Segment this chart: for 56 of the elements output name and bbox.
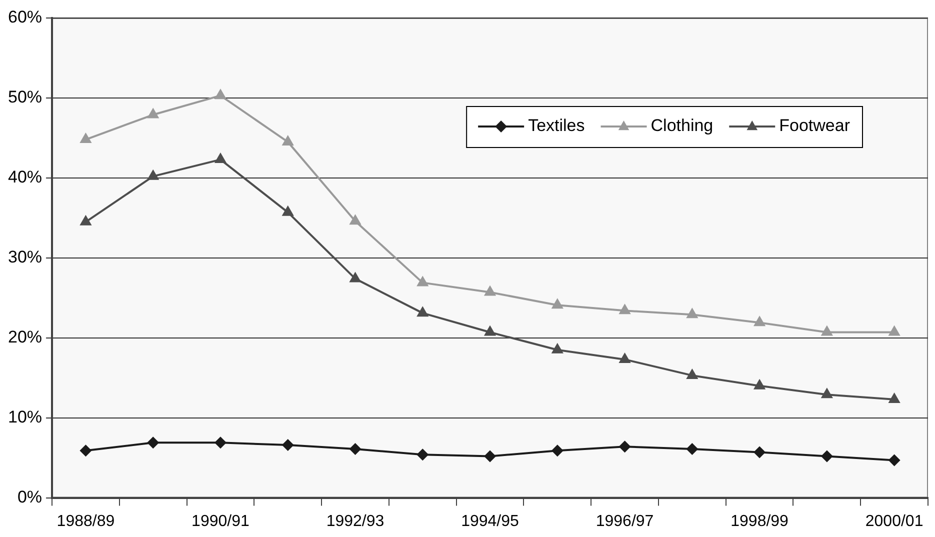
point	[282, 205, 294, 216]
point	[484, 450, 496, 462]
point	[484, 285, 496, 296]
point	[820, 450, 833, 462]
x-tick-label: 1994/95	[461, 512, 520, 530]
x-tick-label: 1988/89	[56, 512, 115, 530]
point	[416, 448, 429, 461]
point	[686, 308, 698, 318]
point	[214, 436, 226, 449]
point	[753, 316, 766, 326]
point	[147, 436, 160, 449]
point	[753, 378, 766, 390]
point	[80, 132, 92, 144]
x-tick-label: 1996/97	[596, 512, 654, 530]
point	[349, 214, 362, 225]
point	[618, 304, 631, 314]
point	[754, 446, 766, 458]
point	[618, 352, 631, 363]
y-tick-label: 10%	[8, 408, 42, 427]
x-tick-label: 2000/01	[865, 512, 924, 530]
point	[686, 443, 698, 456]
point	[349, 443, 362, 456]
point	[80, 214, 92, 226]
legend-label: Footwear	[779, 116, 850, 136]
legend-label: Textiles	[528, 116, 585, 136]
point	[282, 134, 294, 146]
point	[551, 298, 564, 309]
y-tick-label: 50%	[8, 88, 42, 107]
point	[888, 392, 900, 403]
y-tick-label: 60%	[8, 8, 42, 27]
x-tick-label: 1990/91	[192, 512, 250, 530]
point	[214, 152, 227, 164]
y-tick-label: 40%	[8, 168, 42, 187]
y-tick-label: 0%	[17, 487, 42, 506]
x-tick-label: 1998/99	[730, 512, 789, 530]
point	[147, 169, 160, 180]
point	[214, 88, 227, 100]
point	[888, 454, 900, 466]
point	[551, 342, 564, 354]
point	[282, 439, 294, 452]
point	[820, 325, 833, 336]
y-tick-label: 20%	[8, 328, 42, 347]
point	[618, 440, 631, 453]
point	[416, 306, 429, 317]
point	[820, 388, 833, 398]
legend-label: Clothing	[650, 116, 714, 136]
point	[416, 276, 429, 286]
y-tick-label: 30%	[8, 248, 42, 267]
point	[349, 272, 362, 282]
point	[80, 444, 92, 457]
point	[551, 444, 564, 457]
x-tick-label: 1992/93	[326, 512, 384, 530]
point	[686, 368, 698, 379]
point	[888, 325, 900, 336]
point	[147, 108, 160, 118]
point	[484, 325, 496, 336]
